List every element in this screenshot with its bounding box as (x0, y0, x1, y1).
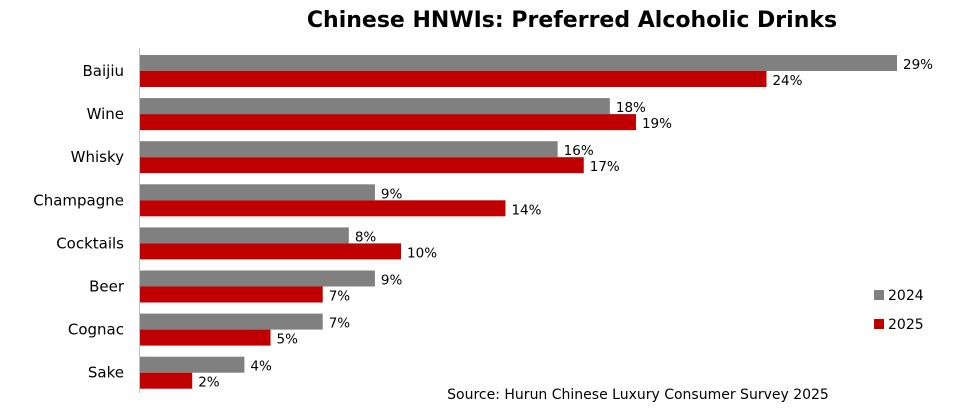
data-label-wine-2025: 19% (642, 116, 672, 132)
bar-whisky-2025 (140, 157, 584, 174)
data-label-sake-2024: 4% (250, 359, 272, 375)
bars-group (140, 55, 897, 389)
data-label-cocktails-2025: 10% (407, 245, 437, 261)
category-label-sake: Sake (88, 364, 124, 382)
data-label-sake-2025: 2% (198, 375, 220, 391)
bar-cognac-2024 (140, 313, 323, 330)
bar-cocktails-2025 (140, 243, 402, 260)
bar-cognac-2025 (140, 329, 271, 346)
legend-label-2024: 2024 (888, 288, 924, 304)
source-note: Source: Hurun Chinese Luxury Consumer Su… (447, 387, 829, 403)
data-label-cognac-2025: 5% (277, 332, 299, 348)
category-label-cognac: Cognac (68, 321, 124, 339)
bar-wine-2025 (140, 114, 636, 131)
data-label-beer-2024: 9% (381, 273, 403, 289)
data-label-cognac-2024: 7% (329, 316, 351, 332)
bar-baijiu-2025 (140, 71, 767, 87)
data-label-baijiu-2024: 29% (903, 57, 933, 73)
data-label-whisky-2024: 16% (564, 143, 594, 159)
legend: 2024 2025 (874, 288, 924, 333)
category-label-beer: Beer (89, 278, 125, 296)
bar-beer-2025 (140, 286, 323, 303)
data-label-wine-2024: 18% (616, 100, 646, 116)
data-label-champagne-2024: 9% (381, 186, 403, 202)
bar-sake-2025 (140, 372, 193, 389)
legend-swatch-2025 (874, 319, 884, 329)
bar-baijiu-2024 (140, 55, 897, 71)
bar-whisky-2024 (140, 141, 558, 158)
category-label-whisky: Whisky (71, 148, 124, 166)
bar-champagne-2024 (140, 184, 375, 201)
data-label-beer-2025: 7% (329, 289, 351, 305)
bar-champagne-2025 (140, 200, 506, 217)
data-label-whisky-2025: 17% (590, 159, 620, 175)
data-label-baijiu-2025: 24% (772, 73, 802, 89)
data-label-cocktails-2024: 8% (355, 229, 377, 245)
legend-label-2025: 2025 (888, 317, 924, 333)
data-label-champagne-2025: 14% (511, 202, 541, 218)
bar-sake-2024 (140, 356, 245, 373)
legend-swatch-2024 (874, 290, 884, 300)
category-label-wine: Wine (87, 105, 124, 123)
bar-cocktails-2024 (140, 227, 349, 244)
bar-wine-2024 (140, 98, 610, 115)
category-label-champagne: Champagne (33, 191, 124, 209)
category-label-cocktails: Cocktails (56, 234, 124, 252)
category-label-baijiu: Baijiu (83, 62, 125, 80)
labels-group: Baijiu 29% 24% Wine 18%19% Whisky 16%17% Champa… (33, 57, 933, 391)
bar-beer-2024 (140, 270, 375, 287)
chart-title: Chinese HNWIs: Preferred Alcoholic Drink… (307, 8, 837, 33)
